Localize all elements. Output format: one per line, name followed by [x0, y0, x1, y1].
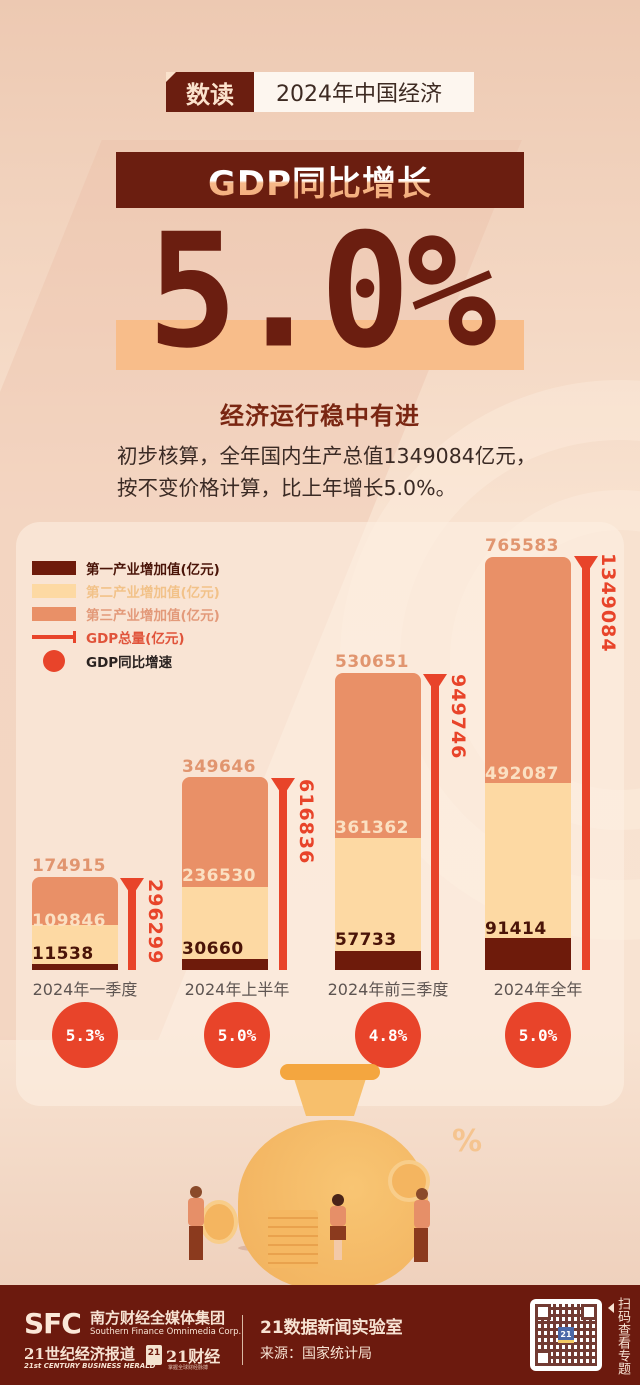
legend-swatch-secondary: [32, 583, 76, 598]
herald-name-cn: 21世纪经济报道: [24, 1345, 135, 1363]
qr-code[interactable]: 21: [530, 1299, 602, 1371]
category-label-h1: 2024年上半年: [184, 980, 290, 999]
bar-primary: [485, 938, 571, 970]
chart-legend: 第一产业增加值(亿元) 第二产业增加值(亿元) 第三产业增加值(亿元) GDP总…: [32, 556, 220, 674]
bar-primary: [182, 959, 268, 970]
legend-line-icon: [32, 630, 76, 643]
qr-finder-icon: [535, 1350, 551, 1366]
sfc-name-cn: 南方财经全媒体集团: [90, 1309, 226, 1327]
big-number-highlight: [116, 320, 524, 370]
description: 初步核算，全年国内生产总值1349084亿元， 按不变价格计算，比上年增长5.0…: [117, 440, 587, 504]
description-line-1: 初步核算，全年国内生产总值1349084亿元，: [117, 444, 537, 468]
bar-tertiary: [485, 557, 571, 783]
category-label-full-year: 2024年全年: [493, 980, 583, 999]
sfc-name-en: Southern Finance Omnimedia Corp.: [90, 1327, 242, 1337]
value-tertiary: 765583: [485, 536, 559, 556]
category-label-q1: 2024年一季度: [32, 980, 138, 999]
value-primary: 30660: [182, 939, 244, 959]
data-source: 来源：国家统计局: [260, 1346, 372, 1362]
lab-title: 21数据新闻实验室: [260, 1318, 403, 1338]
qr-finder-icon: [581, 1304, 597, 1320]
bar-secondary: [32, 925, 118, 964]
big-number: 5.0%: [147, 200, 496, 384]
legend-item-gdp-total: GDP总量(亿元): [32, 625, 220, 648]
gdp-total-value-h1: 616836: [295, 779, 317, 865]
tag-title: 2024年中国经济: [254, 72, 474, 112]
header-tag: 数读 2024年中国经济: [166, 72, 474, 112]
gdp-total-line-h1: [279, 778, 287, 970]
value-secondary: 109846: [32, 911, 106, 931]
subtitle: 经济运行稳中有进: [220, 402, 420, 430]
gdp-total-value-full-year: 1349084: [597, 553, 619, 653]
bar-secondary: [182, 887, 268, 959]
bar-tertiary: [32, 877, 118, 925]
caijing-badge-icon: 21: [146, 1345, 162, 1365]
legend-swatch-primary: [32, 560, 76, 575]
headline-band: GDP同比增长: [116, 152, 524, 208]
caijing-name: 21财经: [166, 1347, 221, 1366]
footer: SFC 南方财经全媒体集团 Southern Finance Omnimedia…: [0, 1285, 640, 1385]
bar-tertiary: [182, 777, 268, 887]
growth-badge-full-year: 5.0%: [505, 1002, 571, 1068]
value-tertiary: 174915: [32, 856, 106, 876]
value-tertiary: 530651: [335, 652, 409, 672]
description-line-2: 按不变价格计算，比上年增长5.0%。: [117, 476, 457, 500]
gdp-total-line-q1: [128, 878, 136, 970]
arrow-left-icon: [608, 1303, 614, 1313]
qr-center-logo: 21: [558, 1327, 574, 1343]
money-bag-icon: [238, 1120, 428, 1290]
value-secondary: 236530: [182, 866, 256, 886]
gdp-total-value-q1: 296299: [144, 879, 166, 965]
bar-secondary: [485, 783, 571, 938]
legend-label: 第三产业增加值(亿元): [86, 607, 220, 624]
growth-badge-q1: 5.3%: [52, 1002, 118, 1068]
legend-item-gdp-growth: GDP同比增速: [32, 648, 220, 674]
value-primary: 11538: [32, 944, 94, 964]
caijing-slogan: 掌握全球财经脉搏: [168, 1365, 209, 1371]
money-bag-illustration: %: [0, 1060, 640, 1290]
bar-primary: [32, 964, 118, 970]
value-secondary: 361362: [335, 818, 409, 838]
scan-prompt: 扫码查看专题: [615, 1297, 630, 1375]
value-primary: 91414: [485, 919, 547, 939]
footer-divider: [242, 1315, 243, 1365]
bar-primary: [335, 951, 421, 970]
value-tertiary: 349646: [182, 757, 256, 777]
qr-finder-icon: [535, 1304, 551, 1320]
legend-item-tertiary: 第三产业增加值(亿元): [32, 602, 220, 625]
value-primary: 57733: [335, 930, 397, 950]
legend-item-secondary: 第二产业增加值(亿元): [32, 579, 220, 602]
legend-swatch-tertiary: [32, 606, 76, 621]
legend-label: GDP总量(亿元): [86, 630, 185, 647]
gdp-total-value-q1-q3: 949746: [447, 674, 469, 760]
tag-label: 数读: [166, 72, 254, 112]
coin-icon: [200, 1200, 238, 1244]
coin-stack-icon: [268, 1210, 318, 1268]
legend-dot-icon: [43, 650, 65, 672]
growth-badge-h1: 5.0%: [204, 1002, 270, 1068]
money-bag-rim: [280, 1064, 380, 1080]
legend-item-primary: 第一产业增加值(亿元): [32, 556, 220, 579]
headline: GDP同比增长: [208, 156, 432, 205]
value-secondary: 492087: [485, 764, 559, 784]
gdp-total-line-q1-q3: [431, 674, 439, 970]
percent-icon: %: [452, 1124, 483, 1159]
growth-badge-q1-q3: 4.8%: [355, 1002, 421, 1068]
bar-secondary: [335, 838, 421, 951]
legend-label: 第一产业增加值(亿元): [86, 561, 220, 578]
qr-pattern: 21: [535, 1304, 597, 1366]
gdp-total-line-full-year: [582, 556, 590, 970]
legend-label: 第二产业增加值(亿元): [86, 584, 220, 601]
legend-label: GDP同比增速: [86, 655, 173, 671]
herald-name-en: 21st CENTURY BUSINESS HERALD: [24, 1362, 156, 1370]
category-label-q1-q3: 2024年前三季度: [327, 980, 449, 999]
bar-tertiary: [335, 673, 421, 838]
sfc-logo: SFC: [24, 1307, 82, 1340]
